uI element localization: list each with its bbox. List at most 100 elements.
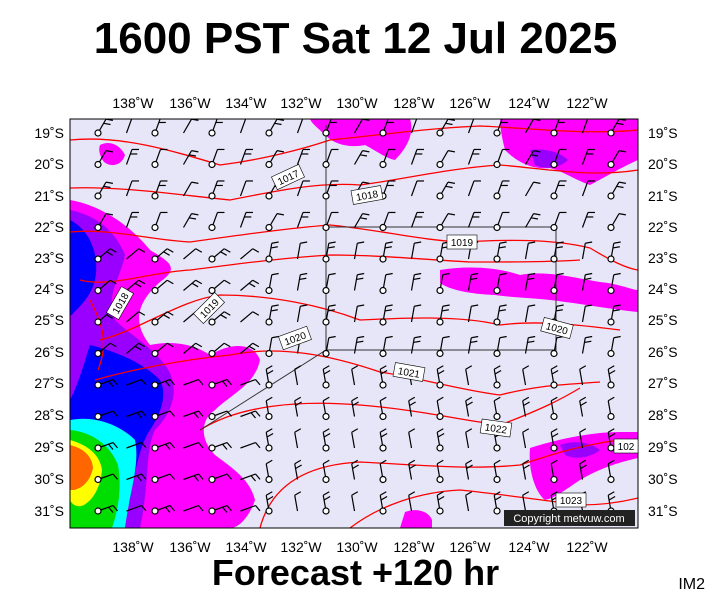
wind-barb (322, 365, 331, 389)
wind-barb (607, 241, 621, 263)
wind-barb (550, 241, 564, 263)
wind-barb (239, 180, 253, 197)
wind-barb (522, 396, 530, 417)
wind-barb (322, 428, 331, 452)
wind-barb (351, 459, 359, 480)
wind-barb (410, 272, 422, 291)
wind-barb (581, 304, 593, 323)
wind-barb (94, 410, 118, 421)
isobar (70, 164, 638, 201)
wind-barb (550, 459, 558, 484)
wind-barb (493, 459, 501, 484)
latitude-label: 31˚S (34, 503, 64, 519)
longitude-label: 128˚W (393, 95, 435, 111)
wind-barb (379, 241, 393, 263)
wind-barb (607, 119, 626, 137)
wind-barb (467, 180, 481, 197)
wind-barb (581, 148, 595, 165)
wind-barb (125, 211, 139, 228)
rain-area-ne-purple (530, 149, 568, 168)
wind-barb (183, 441, 204, 449)
wind-barb (353, 150, 370, 165)
wind-barb (436, 181, 455, 200)
wind-barb (581, 211, 595, 228)
isobar-label: 1022 (479, 418, 513, 438)
longitude-labels-bottom: 138˚W 136˚W 134˚W 132˚W 130˚W 128˚W 126˚W 124˚W… (112, 539, 608, 555)
wind-barb (183, 473, 204, 482)
wind-barb (607, 181, 626, 200)
wind-barb (524, 335, 536, 354)
wind-barb (125, 148, 139, 165)
wind-barb (208, 378, 232, 389)
wind-barb (607, 396, 615, 421)
wind-barb (467, 211, 481, 228)
wind-barb (182, 181, 199, 197)
wind-barb (524, 272, 536, 291)
wind-barb (493, 365, 502, 389)
wind-barb (208, 148, 225, 169)
longitude-label: 122˚W (566, 95, 608, 111)
rain-area-south (400, 510, 432, 528)
latitude-label: 23˚S (34, 250, 64, 266)
isobar-label: 1019 (446, 234, 478, 250)
wind-barb (353, 241, 365, 260)
wind-barb (493, 180, 510, 200)
wind-barb (240, 504, 261, 512)
latitude-label: 21˚S (648, 188, 678, 204)
copyright-box: Copyright metvuw.com (504, 510, 635, 526)
wind-barb (265, 272, 279, 295)
wind-barb (436, 335, 450, 358)
wind-barb (322, 335, 336, 358)
wind-barb (522, 365, 530, 386)
wind-barb (265, 365, 274, 389)
wind-barb (493, 335, 507, 358)
wind-barb (408, 396, 416, 417)
wind-barb (294, 491, 302, 512)
wind-barb (467, 148, 481, 165)
wind-barb (296, 272, 308, 291)
latitude-label: 27˚S (34, 375, 64, 391)
wind-barb (579, 365, 587, 386)
longitude-label: 126˚W (449, 95, 491, 111)
wind-barb (522, 459, 530, 480)
wind-barb (239, 148, 253, 165)
wind-barb (208, 279, 231, 295)
wind-barb (265, 150, 284, 169)
rain-area-small-nw (99, 143, 125, 166)
svg-text:1019: 1019 (451, 238, 474, 249)
wind-barb (581, 335, 593, 354)
wind-barb (126, 473, 147, 482)
wind-barb (351, 428, 359, 449)
wind-barb (265, 491, 274, 515)
svg-text:1023: 1023 (560, 496, 583, 507)
wind-barb (296, 304, 308, 323)
wind-barb (351, 396, 359, 417)
longitude-label: 130˚W (336, 539, 378, 555)
wind-barb (151, 410, 175, 421)
longitude-label: 130˚W (336, 95, 378, 111)
wind-barb (322, 272, 336, 295)
wind-barb (240, 441, 261, 449)
latitude-labels-left: 19˚S 20˚S 21˚S 22˚S 23˚S 24˚S 25˚S 26˚S 27˚S 28˚S… (34, 125, 64, 519)
wind-barb (208, 410, 232, 421)
wind-barb (94, 248, 117, 263)
latitude-label: 22˚S (648, 219, 678, 235)
isobar-label: 1021 (392, 362, 426, 382)
wind-barb (94, 150, 113, 169)
wind-barb (607, 459, 615, 484)
wind-barb (265, 428, 274, 452)
wind-barb (94, 213, 113, 232)
wind-barb (94, 473, 118, 484)
wind-barb (550, 335, 564, 358)
wind-barb (579, 396, 587, 417)
longitude-label: 128˚W (393, 539, 435, 555)
wind-barb (436, 304, 450, 326)
wind-barb (379, 304, 393, 326)
isobar-label: 1020 (540, 316, 574, 340)
wind-barb (208, 311, 231, 326)
wind-barb (465, 459, 473, 480)
wind-barb (607, 150, 626, 169)
wind-barb (239, 211, 253, 228)
wind-barb (410, 119, 418, 134)
wind-barb (379, 119, 394, 137)
